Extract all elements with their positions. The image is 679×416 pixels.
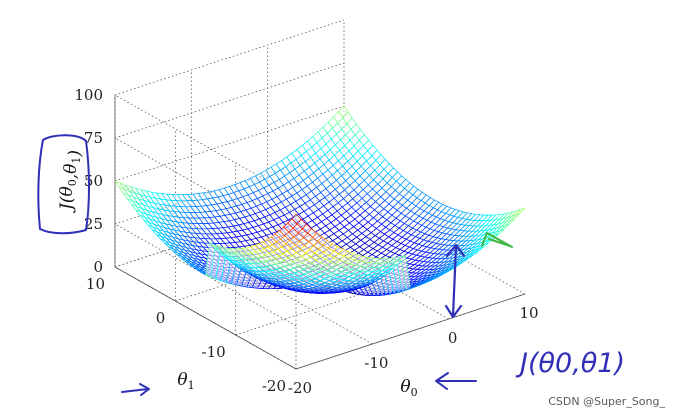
z-tick-label: 0 [93,258,103,276]
x-axis-line [295,293,526,370]
watermark: CSDN @Super_Song_ [548,395,665,408]
surface-cell [515,207,526,216]
x-axis-label: θ0 [400,377,417,399]
x-tick-label: -10 [364,354,388,372]
grid-line-back-wall [114,62,345,139]
z-tick-label: 25 [84,215,103,233]
y-axis-line [114,266,297,370]
x-tick-label: 0 [448,329,458,347]
y-tick-label: -20 [262,377,286,395]
hand-arrow-theta1 [121,383,150,396]
y-tick-label: 10 [86,275,105,293]
grid-line-left-wall [114,223,297,327]
x-tick-label: 10 [519,304,538,322]
grid-line-left-wall [114,137,297,241]
grid-line-back-wall [114,105,345,182]
grid-line-back-wall [114,19,345,96]
y-axis-label: θ1 [177,370,194,392]
handwritten-cost-label: J(θ0,θ1) [515,348,625,379]
y-tick-label: 0 [156,309,166,327]
y-tick-label: -10 [202,343,226,361]
z-tick-label: 50 [84,172,103,190]
z-axis-label: J(θ0,θ1) [57,150,85,213]
surface-mesh [114,105,526,296]
handwritten-annotations [37,134,513,396]
z-tick-label: 100 [74,86,103,104]
hand-double-arrow [444,243,466,319]
x-tick-label: -20 [288,379,312,397]
hand-arrow-theta0 [435,372,477,390]
hand-box [37,134,90,235]
grid-line-left-wall [114,94,297,198]
z-tick-label: 75 [84,129,103,147]
hand-check-mark [481,232,513,248]
